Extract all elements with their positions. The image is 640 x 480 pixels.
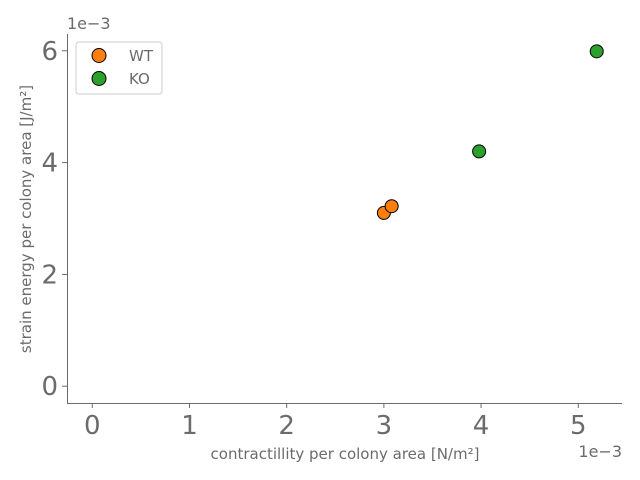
data-point-ko	[589, 44, 604, 59]
data-point-ko	[472, 144, 487, 159]
x-tick-label: 2	[278, 411, 295, 441]
x-axis-offset-label: 1e−3	[578, 442, 622, 461]
data-point-wt	[384, 199, 399, 214]
y-ticks: 0 2 4 6	[41, 37, 67, 402]
y-axis-label: strain energy per colony area [J/m²]	[17, 85, 35, 353]
legend-marker-ko	[91, 71, 107, 86]
x-tick-label: 0	[84, 411, 101, 441]
legend: WT KO	[75, 41, 163, 95]
y-tick-label: 6	[41, 37, 58, 67]
x-tick-label: 4	[473, 411, 490, 441]
x-tick-label: 1	[181, 411, 198, 441]
y-tick-label: 4	[41, 149, 58, 179]
legend-label-wt: WT	[129, 47, 154, 65]
x-tick-label: 3	[376, 411, 393, 441]
x-axis-label: contractillity per colony area [N/m²]	[211, 445, 480, 463]
y-axis-offset-label: 1e−3	[67, 14, 111, 33]
legend-marker-wt	[91, 48, 107, 63]
x-ticks: 0 1 2 3 4 5	[84, 403, 587, 441]
axes	[67, 34, 622, 404]
legend-label-ko: KO	[129, 70, 150, 88]
data-points	[376, 44, 604, 220]
y-tick-label: 0	[41, 372, 58, 402]
y-tick-label: 2	[41, 260, 58, 290]
x-tick-label: 5	[570, 411, 587, 441]
